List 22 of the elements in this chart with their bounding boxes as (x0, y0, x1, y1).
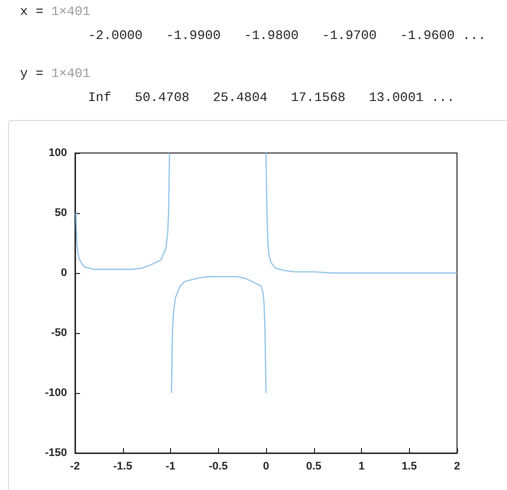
line-series (75, 152, 170, 270)
y-tick-label: 100 (48, 147, 67, 159)
text: x = 1×401 (20, 4, 90, 19)
x-tick-label: 0 (262, 460, 270, 472)
x-tick-label: -1.5 (113, 460, 132, 472)
y-tick-label: -50 (51, 327, 67, 339)
x-tick-label: 1 (358, 460, 365, 472)
x-tick-label: -2 (70, 460, 80, 472)
x-tick-label: 0.5 (306, 460, 322, 472)
x-tick-label: 2 (454, 460, 460, 472)
y-tick-label: 0 (60, 267, 67, 279)
x-tick-label: -0.5 (208, 460, 228, 472)
text: y = 1×401 (20, 66, 90, 81)
y-tick-label: -150 (44, 447, 67, 459)
text: -2.0000 -1.9900 -1.9800 -1.9700 -1.9600 ... (88, 28, 486, 43)
line-series (265, 152, 458, 274)
x-tick-label: -1 (166, 460, 176, 472)
text: Inf 50.4708 25.4804 17.1568 13.0001 ... (88, 90, 455, 105)
y-tick-label: 50 (54, 207, 67, 219)
x-tick-label: 1.5 (402, 460, 417, 472)
y-tick-label: -100 (44, 387, 67, 399)
line-series (170, 276, 267, 394)
